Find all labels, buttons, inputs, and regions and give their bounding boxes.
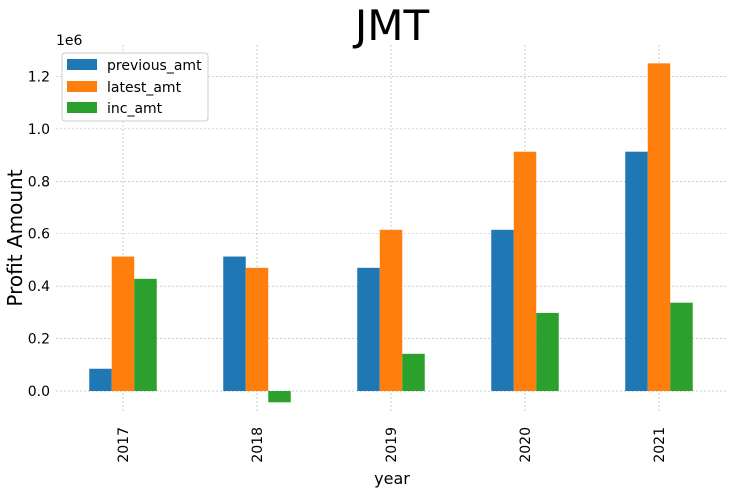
legend-label-inc-amt: inc_amt: [107, 101, 163, 117]
legend-box: [61, 52, 209, 122]
bar-previous-amt-2020: [491, 229, 514, 392]
x-tick-label: 2020: [518, 427, 534, 463]
y-tick-label: 0.8: [28, 174, 50, 190]
bar-latest-amt-2020: [513, 151, 537, 392]
legend-swatch-latest-amt: [67, 81, 97, 92]
x-axis-label: year: [374, 469, 410, 488]
bar-previous-amt-2019: [357, 267, 380, 392]
y-tick-label: 0.4: [28, 279, 50, 295]
y-tick-label: 0.6: [28, 227, 50, 243]
x-tick-label: 2019: [384, 427, 400, 463]
bar-previous-amt-2017: [89, 368, 112, 392]
bar-latest-amt-2021: [647, 63, 671, 392]
x-axis-ticks: 2017 2018 2019 2020 2021: [116, 427, 668, 463]
y-tick-label: 0.0: [28, 384, 50, 400]
y-tick-label: 1.2: [28, 69, 50, 85]
bar-previous-amt-2018: [223, 256, 246, 392]
bar-previous-amt-2021: [625, 151, 648, 392]
bar-latest-amt-2018: [245, 267, 269, 392]
chart-title: JMT: [352, 1, 430, 50]
legend-swatch-previous-amt: [67, 59, 97, 70]
bar-inc-amt-2021: [670, 302, 693, 392]
bar-inc-amt-2018: [268, 391, 291, 403]
y-axis-ticks: 0.0 0.2 0.4 0.6 0.8 1.0 1.2: [28, 69, 50, 400]
bar-inc-amt-2019: [402, 353, 425, 392]
bar-inc-amt-2020: [536, 312, 559, 392]
y-axis-label: Profit Amount: [3, 169, 27, 306]
bar-latest-amt-2017: [111, 256, 135, 392]
bars: [89, 63, 693, 403]
legend-swatch-inc-amt: [67, 102, 97, 113]
x-tick-label: 2021: [652, 427, 668, 463]
bar-inc-amt-2017: [134, 278, 157, 392]
x-tick-label: 2017: [116, 427, 132, 463]
y-tick-label: 0.2: [28, 332, 50, 348]
legend-label-latest-amt: latest_amt: [107, 80, 182, 96]
y-tick-label: 1.0: [28, 122, 50, 138]
bar-latest-amt-2019: [379, 229, 403, 392]
x-tick-label: 2018: [250, 427, 266, 463]
legend-label-previous-amt: previous_amt: [107, 58, 202, 74]
legend: previous_amt latest_amt inc_amt: [61, 52, 209, 122]
y-offset-label: 1e6: [56, 33, 83, 49]
